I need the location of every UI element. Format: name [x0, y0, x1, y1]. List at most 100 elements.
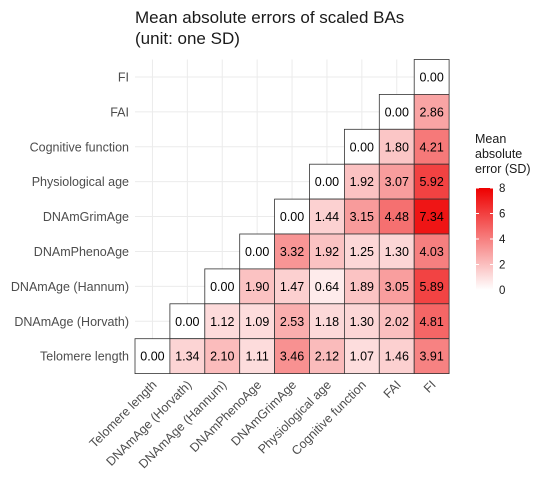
cell-value-label: 1.11	[245, 350, 268, 364]
heatmap-cell	[413, 94, 450, 130]
row-label-dnamphenoage: DNAmPhenoAge	[34, 245, 129, 259]
cell-value-label: 1.07	[350, 350, 374, 364]
heatmap-cell	[274, 233, 310, 270]
cell-value-label: 1.09	[245, 315, 269, 329]
cell-value-label: 2.02	[385, 315, 409, 329]
row-label-fi: FI	[118, 70, 129, 84]
cell-value-label: 0.00	[350, 140, 374, 154]
heatmap-cell	[413, 59, 450, 95]
cell-value-label: 1.34	[175, 350, 199, 364]
heatmap-cell	[169, 338, 206, 375]
heatmap-cell	[134, 338, 171, 375]
cell-value-label: 1.25	[350, 245, 374, 259]
row-label-fai: FAI	[110, 105, 129, 119]
heatmap-cell	[239, 268, 275, 305]
row-label-dnamage-hannum: DNAmAge (Hannum)	[11, 280, 129, 294]
cell-value-label: 0.00	[175, 315, 199, 329]
heatmap-cell	[413, 303, 450, 340]
cell-value-label: 1.90	[245, 280, 269, 294]
heatmap-cell	[239, 303, 275, 340]
cell-value-label: 0.00	[245, 245, 269, 259]
row-label-telomere-length: Telomere length	[40, 350, 129, 364]
heatmap-cell	[343, 233, 380, 270]
cell-value-label: 0.00	[210, 280, 234, 294]
heatmap-cell	[378, 338, 415, 375]
cell-value-label: 1.44	[315, 210, 339, 224]
heatmap-cell	[378, 233, 415, 270]
cell-value-label: 1.12	[210, 315, 234, 329]
cell-value-label: 1.18	[315, 315, 339, 329]
cell-value-label: 0.64	[315, 280, 339, 294]
cell-value-label: 4.48	[385, 210, 409, 224]
heatmap-cell	[274, 303, 310, 340]
legend-title-line: error (SD)	[475, 162, 531, 176]
cell-value-label: 0.00	[419, 70, 443, 84]
legend-title-line: absolute	[475, 147, 522, 161]
heatmap-cell	[274, 268, 310, 305]
cell-value-label: 3.05	[385, 280, 409, 294]
cell-value-label: 2.10	[210, 350, 234, 364]
heatmap-cell	[413, 163, 450, 200]
cell-value-label: 1.80	[385, 140, 409, 154]
legend-tick-label: 2	[499, 260, 505, 272]
column-label-fai: FAI	[381, 378, 404, 401]
cell-value-label: 1.30	[350, 315, 374, 329]
cell-value-label: 4.21	[419, 140, 443, 154]
heatmap-cells: 0.00 0.00 2.86 0.00 1.80 4.21 0.00 1.92 3.07 5.92…	[134, 59, 450, 375]
row-labels: FI FAI Cognitive function Physiological age…	[11, 70, 129, 363]
chart-subtitle: (unit: one SD)	[135, 29, 240, 48]
row-label-dnamgrimage: DNAmGrimAge	[43, 210, 129, 224]
cell-value-label: 1.47	[280, 280, 304, 294]
cell-value-label: 4.81	[419, 315, 443, 329]
cell-value-label: 5.89	[419, 280, 443, 294]
column-label-fi: FI	[421, 378, 439, 396]
cell-value-label: 0.00	[315, 175, 339, 189]
heatmap-cell	[274, 198, 310, 235]
legend-tick-label: 0	[499, 285, 505, 297]
cell-value-label: 5.92	[419, 175, 443, 189]
legend-title-line: Mean	[475, 132, 506, 146]
legend-tick-label: 4	[499, 234, 506, 246]
chart-title: Mean absolute errors of scaled BAs	[135, 8, 404, 27]
heatmap-cell	[378, 94, 415, 130]
heatmap-cell	[239, 338, 275, 375]
heatmap-cell	[204, 338, 241, 375]
cell-value-label: 3.46	[280, 350, 304, 364]
heatmap-cell	[309, 268, 345, 305]
heatmap-cell	[239, 233, 275, 270]
legend-tick-label: 8	[499, 183, 505, 195]
legend-tick-label: 6	[499, 209, 505, 221]
cell-value-label: 1.92	[315, 245, 339, 259]
cell-value-label: 0.00	[140, 350, 164, 364]
cell-value-label: 2.86	[419, 105, 443, 119]
cell-value-label: 2.12	[315, 350, 339, 364]
heatmap-cell	[413, 198, 450, 235]
cell-value-label: 4.03	[419, 245, 443, 259]
row-label-physiological-age: Physiological age	[32, 175, 129, 189]
heatmap-cell	[413, 338, 450, 375]
heatmap-cell	[378, 303, 415, 340]
heatmap-cell	[378, 198, 415, 235]
cell-value-label: 7.34	[419, 210, 443, 224]
heatmap-cell	[204, 268, 241, 305]
heatmap-cell	[343, 128, 380, 165]
heatmap-cell	[343, 268, 380, 305]
cell-value-label: 1.92	[350, 175, 374, 189]
cell-value-label: 1.89	[350, 280, 374, 294]
row-label-cognitive-function: Cognitive function	[30, 140, 129, 154]
cell-value-label: 1.30	[385, 245, 409, 259]
row-label-dnamage-horvath: DNAmAge (Horvath)	[14, 315, 129, 329]
cell-value-label: 2.53	[280, 315, 304, 329]
heatmap-cell	[274, 338, 310, 375]
legend-color-bar	[476, 188, 493, 290]
heatmap-cell	[378, 128, 415, 165]
cell-value-label: 0.00	[385, 105, 409, 119]
cell-value-label: 3.07	[385, 175, 409, 189]
cell-value-label: 3.32	[280, 245, 304, 259]
cell-value-label: 1.46	[385, 350, 409, 364]
heatmap-cell	[309, 338, 345, 375]
cell-value-label: 3.15	[350, 210, 374, 224]
